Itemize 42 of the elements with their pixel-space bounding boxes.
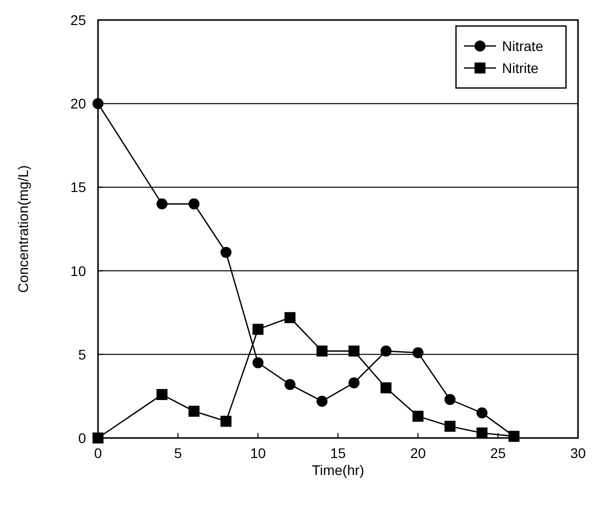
point (252, 324, 264, 335)
point (156, 389, 168, 400)
y-tick-label: 5 (78, 346, 86, 362)
point (284, 312, 296, 324)
y-tick-label: 0 (78, 430, 86, 446)
point (316, 396, 328, 407)
x-tick-label: 25 (490, 445, 506, 461)
point (252, 357, 264, 368)
point (92, 98, 104, 110)
x-tick-label: 15 (330, 445, 346, 461)
x-tick-label: 20 (410, 445, 426, 461)
legend-label: Nitrite (502, 60, 539, 76)
y-tick-label: 20 (70, 96, 86, 112)
y-tick-label: 15 (70, 179, 86, 196)
point (380, 382, 392, 394)
point (188, 406, 200, 417)
point (476, 407, 488, 418)
y-tick-label: 10 (70, 262, 86, 279)
legend-label: Nitrate (502, 38, 544, 54)
point (476, 427, 488, 438)
point (412, 347, 424, 358)
point (380, 346, 392, 357)
point (156, 198, 168, 210)
point (316, 346, 328, 357)
point (92, 432, 104, 444)
point (220, 416, 232, 427)
point (508, 430, 520, 442)
point (348, 346, 360, 357)
point (220, 246, 232, 258)
point (188, 198, 200, 210)
point (412, 410, 424, 422)
point (284, 378, 296, 390)
x-tick-label: 5 (174, 445, 182, 461)
point (444, 394, 456, 406)
point (444, 420, 456, 432)
point (348, 377, 360, 388)
y-axis-title: Concentration(mg/L) (15, 165, 31, 293)
y-tick-label: 25 (70, 12, 86, 28)
x-tick-label: 30 (570, 445, 586, 461)
x-tick-label: 10 (250, 445, 266, 461)
x-axis-title: Time(hr) (312, 462, 364, 478)
x-tick-label: 0 (94, 445, 102, 461)
